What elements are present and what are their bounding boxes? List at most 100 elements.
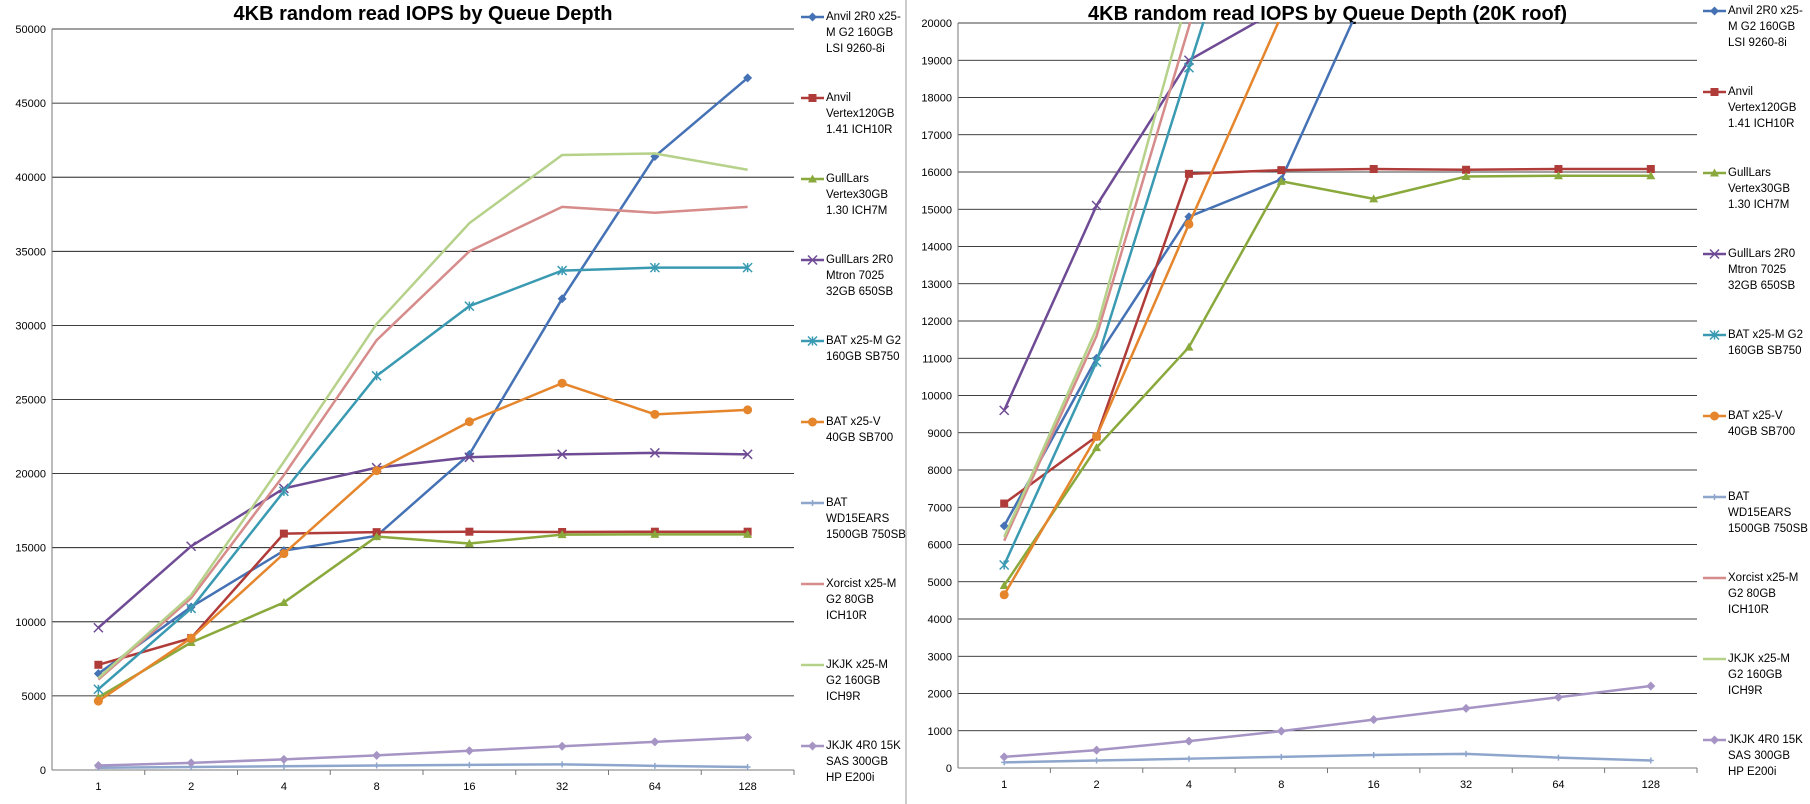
series-line	[97, 533, 748, 699]
marker	[186, 541, 197, 552]
plot-area	[999, 22, 1656, 766]
marker	[373, 762, 380, 769]
y-tick-label: 35000	[15, 246, 46, 258]
marker	[1183, 62, 1194, 73]
marker	[742, 449, 753, 460]
legend-swatch	[801, 94, 824, 102]
legend-label: BAT x25-V 40GB SB700	[826, 416, 894, 444]
marker	[650, 529, 660, 538]
y-tick-label: 15000	[921, 204, 952, 216]
marker	[557, 530, 567, 539]
legend-label: GullLars Vertex30GB 1.30 ICH7M	[1728, 167, 1791, 211]
series-line	[1004, 684, 1651, 759]
marker	[1710, 88, 1719, 96]
legend-swatch	[1703, 657, 1726, 661]
x-tick-label: 8	[374, 781, 380, 793]
legend-swatch	[1703, 576, 1726, 580]
x-tick-label: 4	[1186, 779, 1192, 791]
marker	[372, 466, 382, 476]
legend-swatch	[1703, 168, 1726, 177]
marker	[1555, 754, 1562, 761]
marker	[809, 500, 816, 506]
marker	[94, 660, 103, 669]
y-tick-label: 10000	[921, 391, 952, 403]
legend-swatch	[801, 417, 824, 427]
legend-label: JKJK x25-M G2 160GB ICH9R	[826, 659, 888, 703]
x-tick-label: 4	[281, 781, 287, 793]
marker	[464, 417, 474, 427]
y-tick-label: 18000	[921, 93, 952, 105]
marker	[742, 262, 753, 273]
series-line	[1003, 167, 1651, 505]
marker	[649, 447, 660, 458]
marker	[372, 532, 382, 541]
x-tick-label: 1	[1001, 779, 1007, 791]
series-line	[98, 530, 748, 666]
y-tick-label: 20000	[921, 18, 952, 30]
x-tick-label: 32	[1460, 779, 1472, 791]
marker	[1462, 165, 1471, 174]
marker	[999, 752, 1009, 762]
marker	[557, 449, 568, 460]
y-tick-label: 25000	[15, 395, 46, 407]
marker	[1184, 219, 1194, 229]
series-line	[1003, 22, 1354, 527]
marker	[999, 559, 1010, 571]
marker	[93, 761, 103, 771]
legend-swatch	[1703, 411, 1726, 421]
legend-swatch	[801, 174, 824, 183]
marker	[464, 746, 474, 756]
y-tick-label: 6000	[928, 540, 952, 552]
series-line	[97, 152, 748, 680]
legend-label: Xorcist x25-M G2 80GB ICH10R	[1728, 572, 1799, 616]
legend-label: Anvil 2R0 x25-M G2 160GB LSI 9260-8i	[826, 11, 901, 55]
marker	[1185, 755, 1192, 762]
marker	[557, 741, 567, 751]
y-tick-label: 45000	[15, 98, 46, 110]
y-tick-label: 5000	[22, 691, 46, 703]
marker	[1276, 176, 1286, 185]
x-tick-label: 16	[463, 781, 475, 793]
y-tick-label: 0	[946, 763, 952, 775]
marker	[371, 370, 382, 381]
marker	[186, 633, 196, 643]
legend-label: BAT WD15EARS 1500GB 750SB	[826, 497, 906, 541]
marker	[1709, 329, 1720, 341]
marker	[1710, 735, 1719, 745]
marker	[743, 405, 753, 415]
marker	[1091, 356, 1102, 368]
marker	[278, 486, 289, 497]
marker	[1647, 757, 1654, 764]
marker	[93, 622, 104, 633]
marker	[279, 598, 289, 607]
y-tick-label: 19000	[921, 55, 952, 67]
marker	[1646, 165, 1655, 174]
marker	[1369, 194, 1379, 203]
marker	[808, 741, 817, 751]
marker	[650, 409, 660, 419]
marker	[1278, 753, 1285, 760]
series-line	[98, 736, 748, 767]
legend-swatch	[1703, 494, 1726, 500]
marker	[999, 521, 1009, 531]
marker	[743, 529, 753, 538]
series-line	[1003, 22, 1260, 411]
marker	[1184, 736, 1194, 746]
marker	[1646, 681, 1656, 691]
marker	[557, 294, 567, 304]
marker	[280, 763, 287, 770]
y-tick-label: 11000	[922, 353, 952, 365]
series-line	[97, 266, 748, 691]
x-tick-label: 128	[738, 781, 756, 793]
series-line	[97, 451, 748, 629]
y-tick-label: 13000	[921, 279, 952, 291]
legend-swatch	[801, 663, 824, 667]
marker	[1184, 169, 1193, 178]
marker	[464, 452, 475, 463]
legend-label: Anvil Vertex120GB 1.41 ICH10R	[826, 92, 895, 136]
y-tick-label: 10000	[15, 617, 46, 629]
y-tick-label: 7000	[928, 502, 952, 514]
series-line	[97, 76, 749, 675]
marker	[1184, 342, 1194, 351]
y-tick-label: 0	[40, 765, 46, 777]
